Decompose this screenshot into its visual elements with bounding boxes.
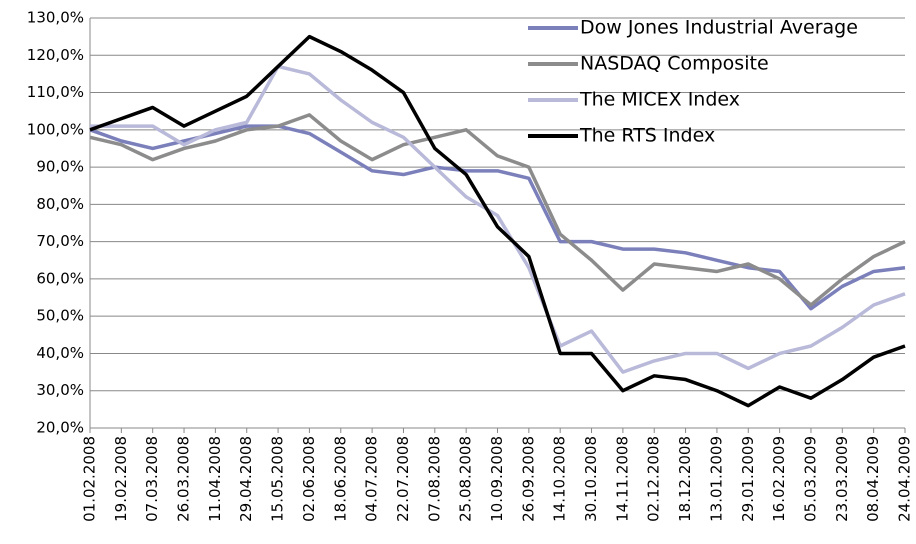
x-tick-label: 07.08.2008	[425, 436, 443, 522]
line-series	[89, 124, 906, 311]
legend-label: NASDAQ Composite	[580, 53, 769, 75]
x-tick-label: 29.01.2009	[739, 436, 757, 522]
legend-label: The RTS Index	[579, 125, 715, 147]
x-tick-label: 10.09.2008	[488, 436, 506, 522]
y-tick-label: 20,0%	[36, 419, 84, 437]
x-tick-label: 24.04.2009	[896, 436, 914, 522]
y-tick-label: 60,0%	[36, 269, 84, 287]
x-tick-label: 23.03.2009	[833, 436, 851, 522]
x-tick-label: 13.01.2009	[707, 436, 725, 522]
line-series	[89, 34, 906, 408]
x-tick-label: 18.06.2008	[331, 436, 349, 522]
line-series	[90, 64, 906, 374]
x-tick-label: 26.09.2008	[519, 436, 537, 522]
x-tick-label: 29.04.2008	[237, 436, 255, 522]
y-tick-label: 70,0%	[36, 232, 84, 250]
x-tick-label: 26.03.2008	[175, 436, 193, 522]
y-tick-label: 100,0%	[27, 120, 84, 138]
legend-label: Dow Jones Industrial Average	[580, 17, 858, 39]
y-tick-label: 120,0%	[27, 46, 84, 64]
x-tick-label: 04.07.2008	[363, 436, 381, 522]
x-tick-label: 15.05.2008	[269, 436, 287, 522]
x-tick-label: 14.11.2008	[613, 436, 631, 522]
y-tick-label: 50,0%	[36, 307, 84, 325]
x-tick-label: 08.04.2009	[864, 436, 882, 522]
x-tick-label: 25.08.2008	[457, 436, 475, 522]
x-tick-label: 02.06.2008	[300, 436, 318, 522]
x-tick-label: 19.02.2008	[112, 436, 130, 522]
x-tick-label: 18.12.2008	[676, 436, 694, 522]
y-tick-label: 110,0%	[27, 83, 84, 101]
legend-label: The MICEX Index	[579, 89, 740, 111]
x-tick-label: 01.02.2008	[81, 436, 99, 522]
x-tick-label: 30.10.2008	[582, 436, 600, 522]
y-tick-label: 30,0%	[36, 381, 84, 399]
y-tick-label: 40,0%	[36, 344, 84, 362]
x-tick-label: 11.04.2008	[206, 436, 224, 522]
y-tick-label: 90,0%	[36, 158, 84, 176]
x-tick-label: 16.02.2009	[770, 436, 788, 522]
x-tick-label: 14.10.2008	[551, 436, 569, 522]
x-tick-label: 22.07.2008	[394, 436, 412, 522]
line-series	[89, 113, 906, 307]
x-tick-label: 02.12.2008	[645, 436, 663, 522]
y-tick-label: 130,0%	[27, 9, 84, 27]
y-tick-label: 80,0%	[36, 195, 84, 213]
x-tick-label: 05.03.2009	[801, 436, 819, 522]
x-tick-label: 07.03.2008	[143, 436, 161, 522]
